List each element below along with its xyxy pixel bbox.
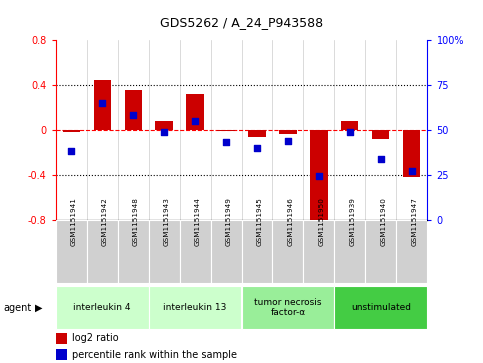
Text: GSM1151940: GSM1151940 [381,197,387,246]
Bar [280,130,297,134]
Bar [211,220,242,283]
Bar [62,130,80,132]
Bar [86,220,117,283]
Point [160,129,168,134]
Bar [186,94,203,130]
Bar [56,333,67,344]
Bar [334,220,366,283]
Text: GSM1151947: GSM1151947 [412,197,418,246]
Text: GSM1151946: GSM1151946 [288,197,294,246]
Bar [56,220,86,283]
Bar [372,130,389,139]
Text: tumor necrosis
factor-α: tumor necrosis factor-α [254,298,322,317]
Text: GSM1151941: GSM1151941 [71,197,77,246]
Point [129,113,137,118]
Text: GSM1151939: GSM1151939 [350,197,356,246]
Text: GDS5262 / A_24_P943588: GDS5262 / A_24_P943588 [160,16,323,29]
Point [253,145,261,151]
Bar [397,220,427,283]
Bar [217,130,235,131]
Text: GSM1151948: GSM1151948 [133,197,139,246]
Text: interleukin 13: interleukin 13 [163,303,227,312]
Text: GSM1151949: GSM1151949 [226,197,232,246]
Bar [303,220,334,283]
Bar [334,286,427,330]
Bar [117,220,149,283]
Point [284,138,292,143]
Bar [403,130,421,177]
Bar [242,286,334,330]
Bar [156,121,172,130]
Point [315,174,323,179]
Bar [149,286,242,330]
Bar [272,220,303,283]
Point [408,168,416,174]
Bar [180,220,211,283]
Text: unstimulated: unstimulated [351,303,411,312]
Text: percentile rank within the sample: percentile rank within the sample [72,350,237,360]
Bar [56,349,67,360]
Bar [149,220,180,283]
Text: GSM1151942: GSM1151942 [102,197,108,246]
Point [67,148,75,154]
Point [98,100,106,106]
Bar [56,286,149,330]
Bar [341,121,358,130]
Text: GSM1151944: GSM1151944 [195,197,201,246]
Bar [311,130,327,228]
Bar [248,130,266,136]
Text: GSM1151945: GSM1151945 [257,197,263,246]
Text: log2 ratio: log2 ratio [72,334,119,343]
Point [377,156,385,162]
Text: agent: agent [4,303,32,313]
Bar [366,220,397,283]
Text: GSM1151950: GSM1151950 [319,197,325,246]
Bar [94,80,111,130]
Bar [242,220,272,283]
Point [191,118,199,124]
Text: interleukin 4: interleukin 4 [73,303,131,312]
Point [346,129,354,134]
Text: GSM1151943: GSM1151943 [164,197,170,246]
Text: ▶: ▶ [35,303,43,313]
Bar [125,90,142,130]
Point [222,139,230,145]
